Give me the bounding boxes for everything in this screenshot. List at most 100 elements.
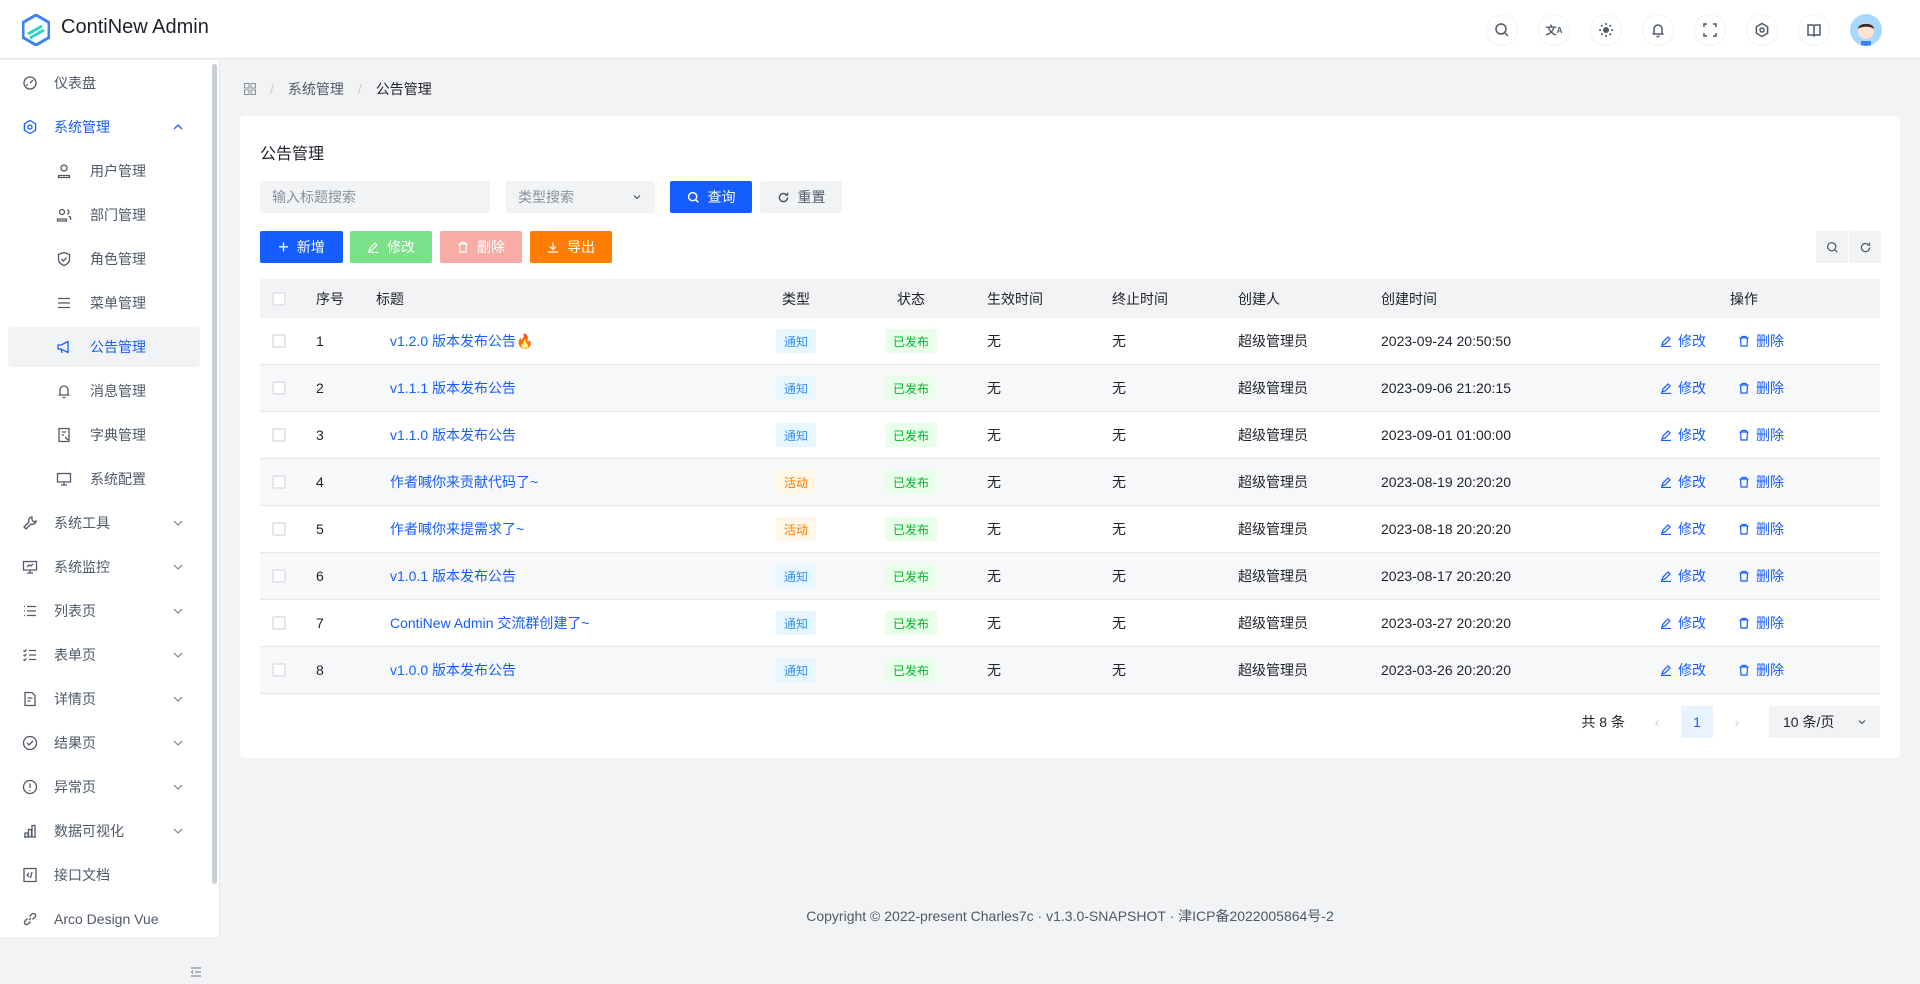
collapse-sidebar-button[interactable] [184, 960, 208, 984]
sidebar-item-4[interactable]: 角色管理 [8, 239, 200, 279]
column-header: 序号 [316, 290, 344, 307]
apps-icon[interactable] [244, 83, 256, 95]
add-button[interactable]: + 新增 [260, 231, 343, 263]
search-icon[interactable] [1486, 14, 1518, 46]
sidebar-item-2[interactable]: 用户管理 [8, 151, 200, 191]
bell-icon[interactable] [1642, 14, 1674, 46]
row-actions: 修改 删除 [1660, 365, 1784, 411]
title-link[interactable]: 作者喊你来提需求了~ [390, 521, 525, 537]
sidebar-item-6[interactable]: 公告管理 [8, 327, 200, 367]
breadcrumb-separator: / [270, 81, 274, 97]
edit-label: 修改 [387, 239, 415, 255]
row-checkbox[interactable] [272, 506, 286, 552]
type-tag: 通知 [775, 329, 817, 353]
sidebar-item-11[interactable]: 系统监控 [8, 547, 200, 587]
sidebar-item-5[interactable]: 菜单管理 [8, 283, 200, 323]
row-delete-button[interactable]: 删除 [1738, 378, 1784, 398]
table-search-toggle[interactable] [1816, 231, 1848, 263]
title-search-input[interactable]: 输入标题搜索 [260, 181, 490, 213]
sidebar-item-19[interactable]: Arco Design Vue [8, 899, 200, 939]
row-checkbox[interactable] [272, 365, 286, 411]
page-size-select[interactable]: 10 条/页 [1769, 706, 1880, 738]
sidebar-item-8[interactable]: 字典管理 [8, 415, 200, 455]
book-icon[interactable] [1798, 14, 1830, 46]
row-checkbox[interactable] [272, 553, 286, 599]
sidebar-item-label: 系统工具 [54, 515, 110, 531]
type-select[interactable]: 类型搜索 [506, 181, 655, 213]
sidebar-item-14[interactable]: 详情页 [8, 679, 200, 719]
row-edit-button[interactable]: 修改 [1660, 613, 1706, 633]
start-time: 无 [987, 427, 1001, 443]
row-edit-button[interactable]: 修改 [1660, 378, 1706, 398]
edit-button[interactable]: 修改 [350, 231, 432, 263]
table-refresh-button[interactable] [1849, 231, 1881, 263]
title-link[interactable]: v1.1.1 版本发布公告 [390, 380, 517, 396]
row-checkbox[interactable] [272, 459, 286, 505]
row-edit-button[interactable]: 修改 [1660, 566, 1706, 586]
monitor-icon [22, 559, 38, 575]
sidebar-item-18[interactable]: 接口文档 [8, 855, 200, 895]
select-all-checkbox[interactable] [272, 279, 286, 318]
fullscreen-icon[interactable] [1694, 14, 1726, 46]
sidebar-item-16[interactable]: 异常页 [8, 767, 200, 807]
sidebar-item-3[interactable]: 部门管理 [8, 195, 200, 235]
title-link[interactable]: v1.2.0 版本发布公告🔥 [390, 333, 534, 349]
export-button[interactable]: 导出 [530, 231, 612, 263]
row-delete-button[interactable]: 删除 [1738, 566, 1784, 586]
row-checkbox[interactable] [272, 412, 286, 458]
type-cell: 通知 [775, 600, 817, 646]
page-1-button[interactable]: 1 [1681, 706, 1713, 738]
settings-icon[interactable] [1746, 14, 1778, 46]
row-checkbox[interactable] [272, 318, 286, 364]
sidebar-item-7[interactable]: 消息管理 [8, 371, 200, 411]
next-page-button[interactable]: › [1734, 714, 1740, 730]
sidebar-item-13[interactable]: 表单页 [8, 635, 200, 675]
sidebar-item-17[interactable]: 数据可视化 [8, 811, 200, 851]
sidebar-item-0[interactable]: 仪表盘 [8, 63, 200, 103]
row-delete-button[interactable]: 删除 [1738, 660, 1784, 680]
sun-icon[interactable] [1590, 14, 1622, 46]
row-checkbox[interactable] [272, 600, 286, 646]
query-button[interactable]: 查询 [670, 181, 752, 213]
megaphone-icon [56, 339, 72, 355]
reset-button[interactable]: 重置 [760, 181, 842, 213]
type-select-placeholder: 类型搜索 [518, 189, 574, 205]
shield-icon [56, 251, 72, 267]
search-icon [687, 191, 699, 203]
prev-page-button[interactable]: ‹ [1654, 714, 1660, 730]
row-delete-button[interactable]: 删除 [1738, 331, 1784, 351]
row-edit-button[interactable]: 修改 [1660, 425, 1706, 445]
row-edit-button[interactable]: 修改 [1660, 519, 1706, 539]
row-delete-button[interactable]: 删除 [1738, 425, 1784, 445]
delete-button[interactable]: 删除 [440, 231, 522, 263]
dictionary-icon [56, 427, 72, 443]
title-link[interactable]: v1.0.1 版本发布公告 [390, 568, 517, 584]
breadcrumb-item[interactable]: 系统管理 [287, 81, 344, 97]
breadcrumb-current: 公告管理 [375, 81, 432, 97]
sidebar-item-10[interactable]: 系统工具 [8, 503, 200, 543]
creator: 超级管理员 [1238, 380, 1308, 396]
title-link[interactable]: ContiNew Admin 交流群创建了~ [390, 615, 590, 631]
sidebar-item-15[interactable]: 结果页 [8, 723, 200, 763]
sidebar-item-12[interactable]: 列表页 [8, 591, 200, 631]
row-checkbox[interactable] [272, 647, 286, 693]
title-link[interactable]: v1.0.0 版本发布公告 [390, 662, 517, 678]
end-time: 无 [1112, 427, 1126, 443]
avatar[interactable] [1850, 14, 1882, 46]
announcement-table: 序号 标题 类型 状态 生效时间 终止时间 创建人 创建时间 操作 1 v1.2.0 版本发布公告🔥… [260, 279, 1880, 694]
title-link[interactable]: 作者喊你来贡献代码了~ [390, 474, 539, 490]
creator: 超级管理员 [1238, 474, 1308, 490]
sidebar-item-1[interactable]: 系统管理 [8, 107, 200, 147]
row-edit-button[interactable]: 修改 [1660, 660, 1706, 680]
row-edit-button[interactable]: 修改 [1660, 472, 1706, 492]
row-delete-button[interactable]: 删除 [1738, 613, 1784, 633]
title-link[interactable]: v1.1.0 版本发布公告 [390, 427, 517, 443]
row-delete-button[interactable]: 删除 [1738, 472, 1784, 492]
sidebar-item-9[interactable]: 系统配置 [8, 459, 200, 499]
edit-label: 修改 [1678, 568, 1706, 584]
sidebar-scrollbar[interactable] [212, 64, 217, 884]
row-edit-button[interactable]: 修改 [1660, 331, 1706, 351]
row-delete-button[interactable]: 删除 [1738, 519, 1784, 539]
pagination-total: 共 8 条 [1581, 714, 1625, 730]
